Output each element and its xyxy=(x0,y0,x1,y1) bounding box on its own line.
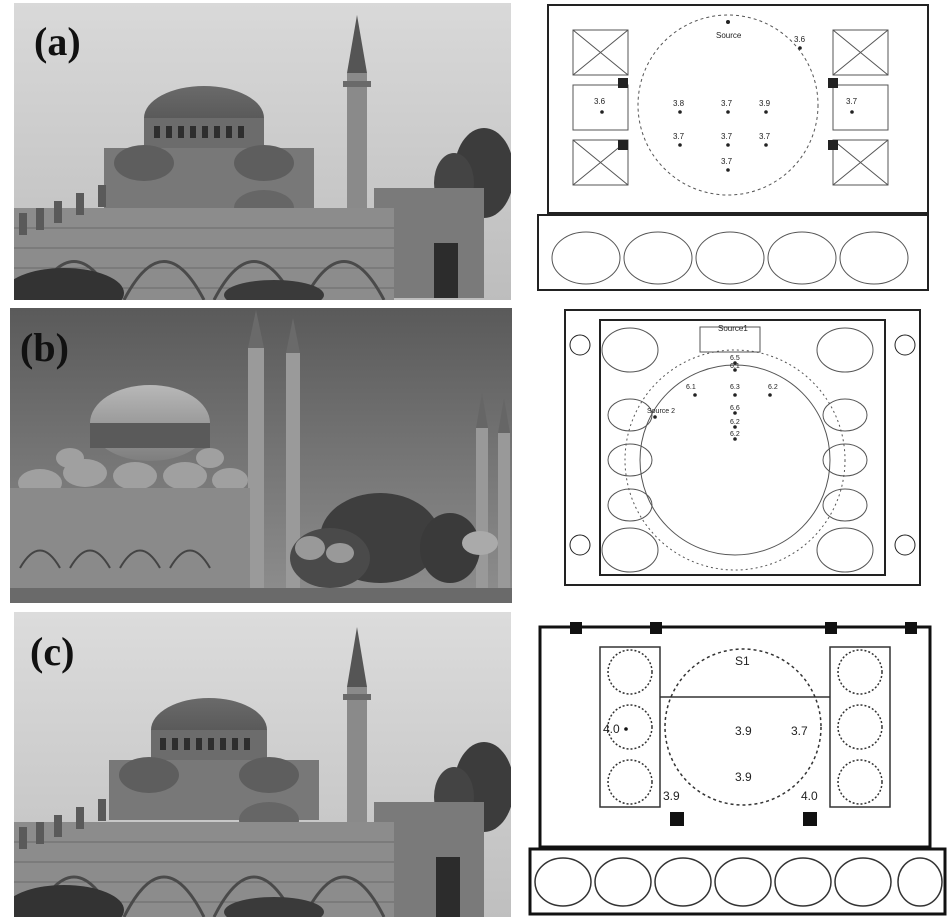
measurement-point: 6.2 xyxy=(730,419,740,426)
measurement-point: 3.7 xyxy=(721,132,733,141)
measurement-point: 3.7 xyxy=(846,97,858,106)
measurement-point: 3.9 xyxy=(759,99,771,108)
mosque-photo-a xyxy=(14,3,511,300)
measurement-point: 3.6 xyxy=(594,97,606,106)
panel-label-c: (c) xyxy=(30,629,75,674)
floor-plan-c: S1 4.0 3.9 3.7 3.9 3.9 4.0 xyxy=(525,617,948,917)
measurement-point: 6.6 xyxy=(730,405,740,412)
measurement-point: 3.7 xyxy=(721,157,733,166)
measurement-point: 6.1 xyxy=(686,384,696,391)
measurement-point: 3.9 xyxy=(735,770,752,784)
floor-plan-a: Source 3.6 3.6 3.7 3.8 3.7 3.9 3.7 3.7 3… xyxy=(518,0,948,300)
measurement-point: 6.2 xyxy=(730,431,740,438)
source-label-c: S1 xyxy=(735,654,750,668)
measurement-point: 3.9 xyxy=(735,724,752,738)
measurement-point: 3.7 xyxy=(791,724,808,738)
measurement-point: 4.0 xyxy=(603,722,620,736)
measurement-point: 3.7 xyxy=(673,132,685,141)
measurement-point: 6.5 xyxy=(730,355,740,362)
panel-label-b: (b) xyxy=(20,325,69,370)
measurement-point: 6.2 xyxy=(768,384,778,391)
measurement-point: 6.1 xyxy=(730,363,740,370)
source-label-a: Source xyxy=(716,31,742,40)
measurement-point: 3.9 xyxy=(663,789,680,803)
measurement-point: 6.3 xyxy=(730,384,740,391)
measurement-point: 4.0 xyxy=(801,789,818,803)
mosque-photo-b xyxy=(10,308,512,603)
mosque-photo-c xyxy=(14,612,511,917)
measurement-point: 3.7 xyxy=(721,99,733,108)
source-label-b: Source1 xyxy=(718,324,748,333)
source-label-b2: Source 2 xyxy=(647,408,675,415)
floor-plan-b: Source1 Source 2 6.5 6.1 6.1 6.3 6.2 6.6… xyxy=(540,305,948,595)
measurement-point: 3.7 xyxy=(759,132,771,141)
panel-label-a: (a) xyxy=(34,19,81,64)
measurement-point: 3.8 xyxy=(673,99,685,108)
measurement-point: 3.6 xyxy=(794,35,806,44)
